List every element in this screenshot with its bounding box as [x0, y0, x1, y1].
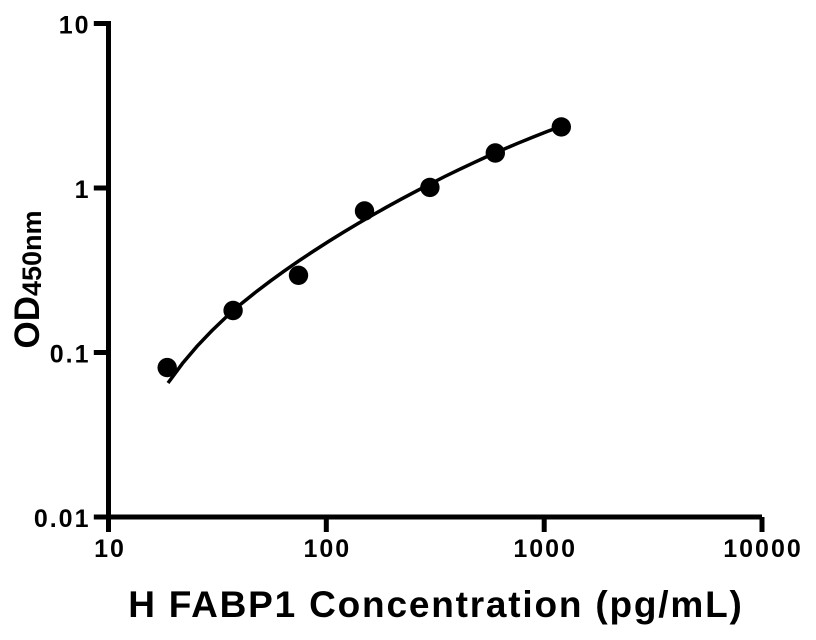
svg-text:1: 1 — [75, 176, 91, 204]
svg-text:0.1: 0.1 — [50, 341, 91, 369]
svg-text:H FABP1 Concentration (pg/mL): H FABP1 Concentration (pg/mL) — [128, 584, 743, 625]
svg-text:10: 10 — [94, 535, 126, 563]
svg-text:10000: 10000 — [723, 535, 803, 563]
svg-text:100: 100 — [303, 535, 351, 563]
svg-text:10: 10 — [59, 12, 91, 40]
svg-text:0.01: 0.01 — [34, 505, 91, 533]
svg-text:1000: 1000 — [513, 535, 577, 563]
